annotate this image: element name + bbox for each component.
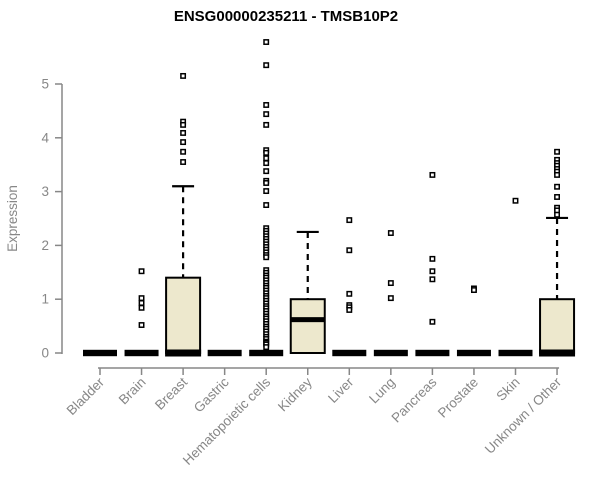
y-tick-label: 5 [41,77,49,92]
zero-bar [83,349,117,357]
outlier-point [554,148,560,155]
outlier-point [346,307,353,313]
outlier-point [263,155,270,162]
x-category-label: Liver [325,374,357,406]
x-category-label: Kidney [275,374,315,414]
zero-bar [332,349,367,357]
box [289,298,326,355]
outlier-point [263,160,270,167]
zero-bar [124,349,159,357]
outlier-point [346,217,353,224]
outlier-point [512,197,519,204]
y-tick-label: 1 [41,292,49,307]
x-category-label: Skin [493,375,522,404]
outlier-point [429,276,436,283]
x-category-label: Bladder [64,374,108,418]
outlier-point [263,39,270,45]
x-category-label: Pancreas [389,374,440,425]
outlier-point [138,304,145,311]
outlier-point [346,290,353,297]
y-tick-label: 4 [41,130,49,145]
outlier-point [471,287,477,294]
median-line [539,349,576,357]
outlier-point [263,180,270,186]
outlier-point [263,111,270,118]
box [165,276,202,354]
outlier-point [180,72,187,79]
zero-bar [498,349,533,357]
chart-title: ENSG00000235211 - TMSB10P2 [174,8,398,25]
x-category-label: Unknown / Other [482,374,565,457]
outlier-point [263,202,270,209]
outlier-point [263,121,270,128]
outlier-point [387,230,394,236]
outlier-point [263,344,270,351]
outlier-point [138,295,145,302]
outlier-point [554,171,560,178]
y-tick-label: 3 [41,184,49,199]
y-tick-label: 2 [41,238,49,253]
outlier-point [263,188,270,195]
x-category-label: Brain [116,375,149,408]
y-axis-title: Expression [5,185,20,252]
y-tick-label: 0 [41,346,49,361]
outlier-point [263,149,270,156]
box [539,298,576,355]
outlier-point [387,295,394,302]
outlier-point [554,183,560,190]
outlier-point [554,211,560,218]
outlier-point [263,62,270,69]
outlier-point [138,268,145,275]
zero-bar [415,349,450,357]
outlier-point [429,171,436,178]
x-category-label: Gastric [191,374,232,415]
x-category-label: Lung [366,375,398,407]
outlier-point [138,322,145,328]
outlier-point [387,280,394,287]
outlier-point [180,130,187,136]
outlier-point [429,255,436,262]
outlier-point [263,102,270,108]
outlier-point [346,247,353,254]
outlier-point [429,268,436,275]
outlier-point [180,121,187,128]
median-line [290,317,325,323]
x-category-label: Prostate [435,375,481,421]
zero-bar [373,349,408,357]
zero-bar [249,349,284,357]
outlier-point [429,318,436,325]
zero-bar [456,349,491,357]
outlier-point [263,254,270,261]
outlier-point [138,300,145,306]
zero-bar [207,349,242,357]
outlier-point [554,194,560,200]
x-category-label: Breast [152,374,190,412]
outlier-point [180,139,187,146]
median-line [165,349,202,357]
outlier-point [180,159,187,165]
outlier-point [180,148,187,155]
outlier-point [263,168,270,175]
